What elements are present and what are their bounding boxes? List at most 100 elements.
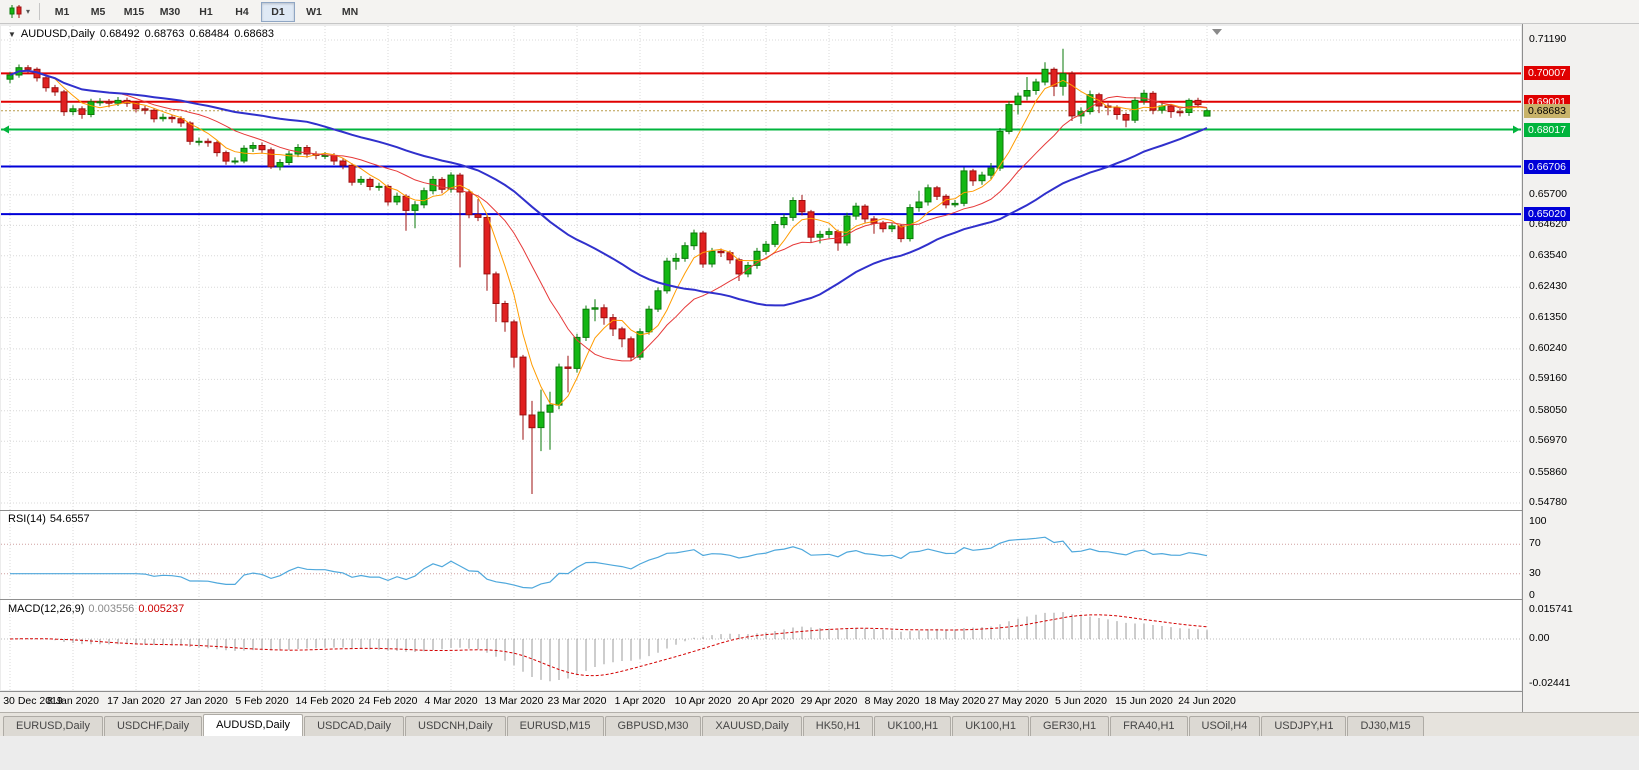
time-axis-label: 1 Apr 2020 bbox=[614, 695, 666, 707]
rsi-scale-label: 70 bbox=[1529, 537, 1541, 550]
time-axis-label: 10 Apr 2020 bbox=[674, 695, 732, 707]
timeframe-button-m5[interactable]: M5 bbox=[90, 5, 106, 18]
ma-slow-blue bbox=[9, 69, 1208, 307]
timeframe-button-w1[interactable]: W1 bbox=[306, 5, 322, 18]
price-scale-label: 0.59160 bbox=[1529, 372, 1567, 385]
chart-tab-usdcnh-daily[interactable]: USDCNH,Daily bbox=[405, 716, 506, 736]
chart-tab-uk100-h1[interactable]: UK100,H1 bbox=[874, 716, 952, 736]
chart-tab-uk100-h1[interactable]: UK100,H1 bbox=[952, 716, 1029, 736]
price-scale-label: 0.56970 bbox=[1529, 434, 1567, 447]
time-axis-label: 24 Feb 2020 bbox=[358, 695, 418, 707]
rsi-scale-label: 30 bbox=[1529, 566, 1541, 579]
price-scale-label: 0.71190 bbox=[1529, 33, 1567, 45]
time-axis-label: 24 Jun 2020 bbox=[1178, 695, 1236, 707]
price-scale-label: 0.62430 bbox=[1529, 280, 1567, 293]
symbol-dropdown-icon[interactable]: ▼ bbox=[8, 29, 16, 39]
hline-right-arrow-icon bbox=[1513, 125, 1520, 134]
rsi-indicator-header: RSI(14) 54.6557 bbox=[8, 513, 90, 525]
time-axis-label: 8 May 2020 bbox=[864, 695, 920, 707]
price-scale-label: 0.61350 bbox=[1529, 310, 1567, 323]
price-scale-label: 0.58050 bbox=[1529, 403, 1567, 416]
chart-tab-ger30-h1[interactable]: GER30,H1 bbox=[1029, 716, 1110, 736]
timeframe-buttons: M1 M5 M15 M30 H1 H4 D1 W1 MN bbox=[45, 1, 367, 22]
timeframe-button-m30[interactable]: M30 bbox=[159, 5, 181, 18]
chart-tab-audusd-daily[interactable]: AUDUSD,Daily bbox=[203, 714, 304, 736]
macd-label: MACD(12,26,9) bbox=[8, 603, 85, 615]
timeframe-button-h4[interactable]: H4 bbox=[235, 5, 249, 18]
chart-type-dropdown-icon[interactable]: ▾ bbox=[26, 7, 31, 16]
candlestick-chart-icon bbox=[9, 5, 22, 18]
chart-type-button[interactable]: ▾ bbox=[4, 2, 34, 21]
ma-fast-orange bbox=[9, 70, 1208, 406]
price-scale-label: 0.55860 bbox=[1529, 465, 1567, 478]
macd-main-value: 0.003556 bbox=[88, 603, 135, 615]
candlesticks bbox=[6, 48, 1211, 494]
chart-tab-eurusd-m15[interactable]: EURUSD,M15 bbox=[506, 716, 604, 736]
ohlc-close: 0.68683 bbox=[234, 28, 274, 40]
timeframe-button-m1[interactable]: M1 bbox=[54, 5, 70, 18]
price-scale-label: 0.54780 bbox=[1529, 496, 1567, 508]
timeframe-button-h1[interactable]: H1 bbox=[199, 5, 213, 18]
chart-tab-gbpusd-m30[interactable]: GBPUSD,M30 bbox=[604, 716, 702, 736]
chart-tab-usdchf-daily[interactable]: USDCHF,Daily bbox=[103, 716, 203, 736]
chart-tab-fra40-h1[interactable]: FRA40,H1 bbox=[1110, 716, 1188, 736]
time-axis-label: 27 Jan 2020 bbox=[170, 695, 228, 707]
chart-tab-dj30-m15[interactable]: DJ30,M15 bbox=[1347, 716, 1424, 736]
time-axis-label: 20 Apr 2020 bbox=[737, 695, 795, 707]
macd-signal-line bbox=[9, 614, 1208, 677]
timeframe-button-mn[interactable]: MN bbox=[341, 5, 359, 18]
time-axis-label: 18 May 2020 bbox=[924, 695, 986, 707]
time-axis-label: 30 Dec 2019 bbox=[3, 695, 63, 707]
ohlc-high: 0.68763 bbox=[144, 28, 185, 40]
price-scale-label: 0.64620 bbox=[1529, 218, 1567, 231]
chart-area[interactable]: ▼ AUDUSD,Daily 0.68492 0.68763 0.68484 0… bbox=[0, 24, 1639, 712]
chart-tab-usdjpy-h1[interactable]: USDJPY,H1 bbox=[1261, 716, 1347, 736]
time-axis-label: 23 Mar 2020 bbox=[547, 695, 607, 707]
candlestick-chart-canvas[interactable] bbox=[0, 24, 1639, 712]
chart-tab-xauusd-daily[interactable]: XAUUSD,Daily bbox=[702, 716, 802, 736]
hline-left-arrow-icon bbox=[2, 125, 9, 134]
time-axis-label: 13 Mar 2020 bbox=[484, 695, 544, 707]
ma-mid-red bbox=[9, 70, 1208, 362]
chart-shift-marker-icon[interactable] bbox=[1212, 29, 1222, 35]
price-line-badge: 0.65020 bbox=[1524, 207, 1570, 222]
ohlc-open: 0.68492 bbox=[99, 28, 140, 40]
chart-tab-usdcad-daily[interactable]: USDCAD,Daily bbox=[304, 716, 405, 736]
time-axis-label: 14 Feb 2020 bbox=[295, 695, 355, 707]
chart-tab-eurusd-daily[interactable]: EURUSD,Daily bbox=[3, 716, 103, 736]
price-scale-label: 0.63540 bbox=[1529, 248, 1567, 261]
time-axis-label: 5 Jun 2020 bbox=[1055, 695, 1107, 707]
timeframes-toolbar: ▾ M1 M5 M15 M30 H1 H4 D1 W1 MN bbox=[0, 0, 1639, 24]
price-line-badge: 0.68017 bbox=[1524, 122, 1570, 137]
ohlc-low: 0.68484 bbox=[189, 28, 230, 40]
time-axis[interactable]: 30 Dec 2019 8 Jan 2020 17 Jan 2020 27 Jan 2… bbox=[0, 691, 1522, 712]
chart-tabs-bar: EURUSD,Daily USDCHF,Daily AUDUSD,Daily USDC… bbox=[0, 712, 1639, 736]
price-scale[interactable]: 0.71190 0.65700 0.64620 0.63540 0.62430 0.613… bbox=[1522, 24, 1639, 712]
time-axis-label: 17 Jan 2020 bbox=[107, 695, 165, 707]
toolbar-separator bbox=[39, 3, 41, 20]
price-scale-label: 0.65700 bbox=[1529, 187, 1567, 200]
time-axis-label: 4 Mar 2020 bbox=[424, 695, 478, 707]
price-line-badge: 0.66706 bbox=[1524, 159, 1570, 174]
time-axis-label: 27 May 2020 bbox=[987, 695, 1049, 707]
macd-indicator-header: MACD(12,26,9) 0.003556 0.005237 bbox=[8, 603, 184, 615]
timeframe-button-d1[interactable]: D1 bbox=[261, 1, 296, 22]
rsi-line bbox=[10, 536, 1208, 589]
chart-symbol: AUDUSD,Daily bbox=[20, 28, 95, 40]
chart-tab-usoil-h4[interactable]: USOil,H4 bbox=[1188, 716, 1261, 736]
rsi-label: RSI(14) bbox=[8, 513, 46, 525]
time-axis-label: 5 Feb 2020 bbox=[235, 695, 289, 707]
time-axis-label: 8 Jan 2020 bbox=[47, 695, 99, 707]
macd-signal-value: 0.005237 bbox=[138, 603, 185, 615]
time-axis-label: 15 Jun 2020 bbox=[1115, 695, 1173, 707]
macd-scale-label: -0.02441 bbox=[1529, 677, 1571, 689]
chart-tab-hk50-h1[interactable]: HK50,H1 bbox=[802, 716, 874, 736]
price-scale-label: 0.60240 bbox=[1529, 341, 1567, 354]
current-price-badge: 0.68683 bbox=[1524, 103, 1570, 118]
rsi-value: 54.6557 bbox=[49, 513, 90, 525]
price-line-badge: 0.70007 bbox=[1524, 66, 1570, 81]
macd-scale-label: 0.00 bbox=[1529, 632, 1550, 644]
timeframe-button-m15[interactable]: M15 bbox=[123, 5, 145, 18]
chart-title: ▼ AUDUSD,Daily 0.68492 0.68763 0.68484 0… bbox=[8, 28, 274, 40]
